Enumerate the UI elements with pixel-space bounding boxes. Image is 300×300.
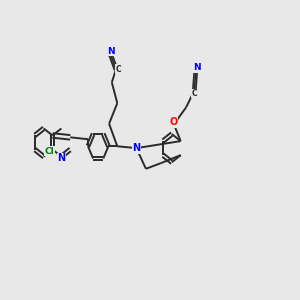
Text: N: N <box>57 153 65 164</box>
Text: Cl: Cl <box>44 147 54 156</box>
Text: N: N <box>132 143 140 153</box>
Text: N: N <box>193 64 201 73</box>
Text: N: N <box>107 47 114 56</box>
Text: C: C <box>115 65 121 74</box>
Text: O: O <box>170 117 178 127</box>
Text: C: C <box>191 89 197 98</box>
